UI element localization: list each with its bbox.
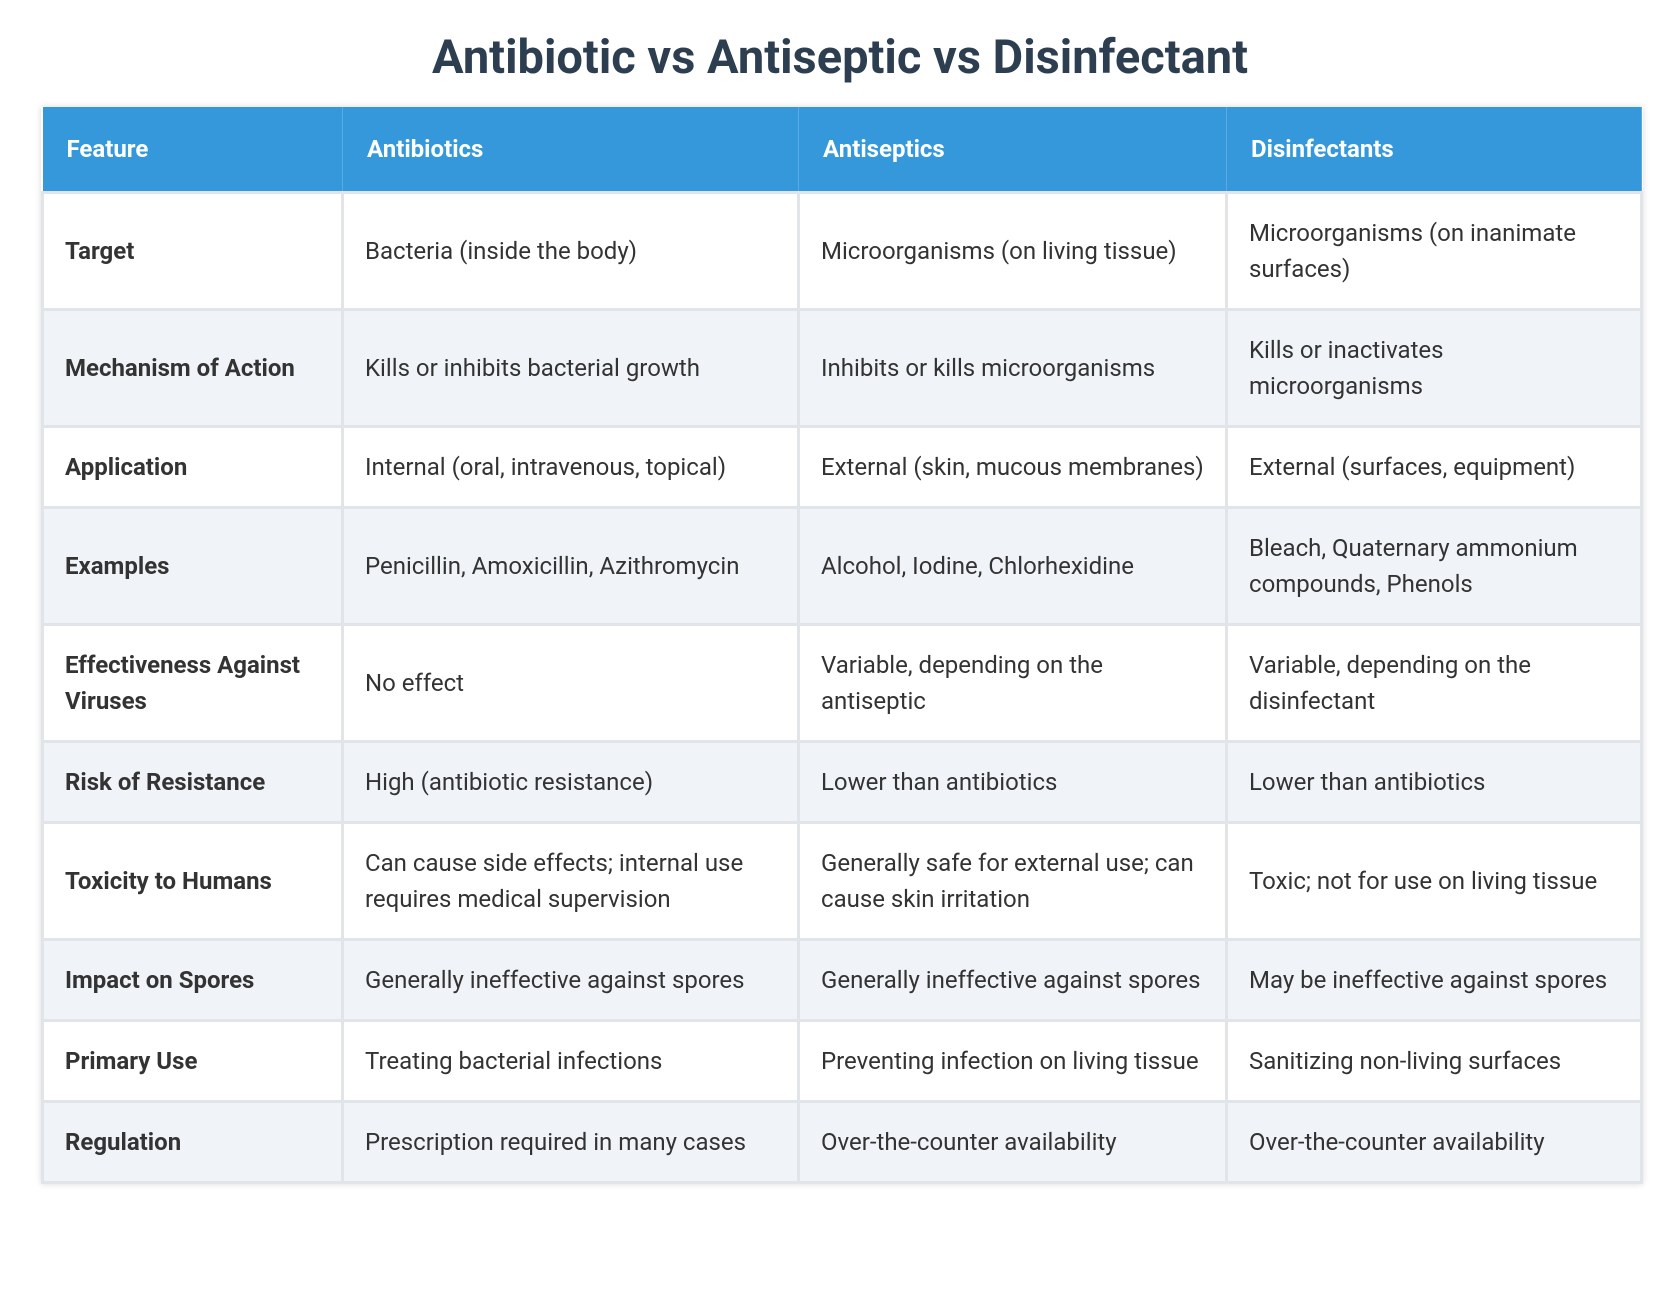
feature-cell: Risk of Resistance [41, 739, 344, 824]
table-cell: Can cause side effects; internal use req… [341, 820, 800, 941]
table-cell: May be ineffective against spores [1225, 937, 1643, 1022]
table-row: Impact on Spores Generally ineffective ag… [41, 937, 1643, 1022]
table-row: Risk of Resistance High (antibiotic resis… [41, 739, 1643, 824]
table-cell: External (surfaces, equipment) [1225, 424, 1643, 509]
table-cell: Internal (oral, intravenous, topical) [341, 424, 800, 509]
feature-cell: Mechanism of Action [41, 307, 344, 428]
table-row: Mechanism of Action Kills or inhibits bac… [41, 307, 1643, 428]
table-cell: Kills or inactivates microorganisms [1225, 307, 1643, 428]
table-cell: Bleach, Quaternary ammonium compounds, P… [1225, 505, 1643, 626]
column-header: Disinfectants [1226, 107, 1642, 192]
feature-cell: Effectiveness Against Viruses [41, 622, 344, 743]
table-cell: No effect [341, 622, 800, 743]
table-cell: Generally ineffective against spores [797, 937, 1228, 1022]
feature-cell: Primary Use [41, 1018, 344, 1103]
table-cell: Generally safe for external use; can cau… [797, 820, 1228, 941]
table-row: Target Bacteria (inside the body) Microorg… [41, 190, 1643, 311]
table-cell: Bacteria (inside the body) [341, 190, 800, 311]
table-cell: Variable, depending on the disinfectant [1225, 622, 1643, 743]
table-cell: High (antibiotic resistance) [341, 739, 800, 824]
feature-cell: Regulation [41, 1099, 344, 1184]
table-cell: Over-the-counter availability [797, 1099, 1228, 1184]
table-cell: Generally ineffective against spores [341, 937, 800, 1022]
table-cell: Alcohol, Iodine, Chlorhexidine [797, 505, 1228, 626]
table-cell: Prescription required in many cases [341, 1099, 800, 1184]
table-body: Target Bacteria (inside the body) Microorg… [41, 190, 1643, 1184]
column-header: Antiseptics [798, 107, 1227, 192]
table-cell: Sanitizing non-living surfaces [1225, 1018, 1643, 1103]
table-row: Toxicity to Humans Can cause side effects… [41, 820, 1643, 941]
table-cell: Variable, depending on the antiseptic [797, 622, 1228, 743]
feature-cell: Application [41, 424, 344, 509]
table-row: Examples Penicillin, Amoxicillin, Azithro… [41, 505, 1643, 626]
table-row: Primary Use Treating bacterial infections… [41, 1018, 1643, 1103]
table-cell: Over-the-counter availability [1225, 1099, 1643, 1184]
feature-cell: Target [41, 190, 344, 311]
table-cell: Treating bacterial infections [341, 1018, 800, 1103]
table-cell: Preventing infection on living tissue [797, 1018, 1228, 1103]
table-cell: Kills or inhibits bacterial growth [341, 307, 800, 428]
table-cell: Lower than antibiotics [797, 739, 1228, 824]
table-cell: Penicillin, Amoxicillin, Azithromycin [341, 505, 800, 626]
table-cell: Microorganisms (on living tissue) [797, 190, 1228, 311]
feature-cell: Impact on Spores [41, 937, 344, 1022]
table-cell: Toxic; not for use on living tissue [1225, 820, 1643, 941]
table-cell: Inhibits or kills microorganisms [797, 307, 1228, 428]
table-cell: External (skin, mucous membranes) [797, 424, 1228, 509]
table-row: Application Internal (oral, intravenous, … [41, 424, 1643, 509]
table-cell: Microorganisms (on inanimate surfaces) [1225, 190, 1643, 311]
column-header: Antibiotics [342, 107, 799, 192]
table-row: Effectiveness Against Viruses No effect Va… [41, 622, 1643, 743]
comparison-table: Feature Antibiotics Antiseptics Disinfectan… [41, 107, 1643, 1184]
feature-cell: Examples [41, 505, 344, 626]
header-row: Feature Antibiotics Antiseptics Disinfectan… [42, 107, 1642, 192]
column-header: Feature [42, 107, 343, 192]
feature-cell: Toxicity to Humans [41, 820, 344, 941]
page-title: Antibiotic vs Antiseptic vs Disinfectant [431, 30, 1249, 85]
table-cell: Lower than antibiotics [1225, 739, 1643, 824]
table-row: Regulation Prescription required in many … [41, 1099, 1643, 1184]
